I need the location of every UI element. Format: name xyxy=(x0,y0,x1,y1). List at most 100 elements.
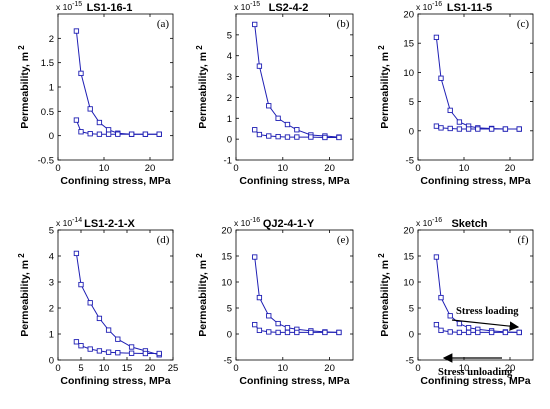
annotation-text: Stress unloading xyxy=(438,367,513,378)
panel-tag: (d) xyxy=(157,234,170,246)
series-2-point xyxy=(256,327,263,334)
x-tick-label: 10 xyxy=(99,363,110,374)
x-axis-label: Confining stress, MPa xyxy=(60,175,170,187)
panel-tag: (b) xyxy=(337,18,350,30)
series-1-point xyxy=(266,103,272,109)
y-tick-label: 0 xyxy=(49,131,54,142)
x-tick-label: 0 xyxy=(415,363,420,374)
series-2-point xyxy=(115,350,121,356)
annotation-text: Stress loading xyxy=(456,306,519,317)
y-tick-label: 5 xyxy=(49,226,54,237)
series-1-point xyxy=(105,327,112,333)
axis-exponent: x 10-15 xyxy=(56,1,82,12)
y-axis-label: Permeability, m 2 xyxy=(377,253,391,337)
chart-title: LS1-2-1-X xyxy=(84,218,135,230)
y-tick-label: -1 xyxy=(224,156,232,167)
series-2-point xyxy=(447,125,453,132)
y-tick-label: -5 xyxy=(224,356,232,367)
y-tick-label: -5 xyxy=(406,156,414,167)
series-1-point xyxy=(465,325,472,331)
y-tick-label: 2 xyxy=(49,304,54,315)
series-2-point xyxy=(308,329,314,336)
axis-exponent: x 10-15 xyxy=(234,1,260,12)
series-1-point xyxy=(96,315,103,322)
y-tick-label: 10 xyxy=(403,68,414,79)
series-1-point xyxy=(73,250,80,257)
chart-title: LS2-4-2 xyxy=(269,2,309,14)
x-tick-label: 20 xyxy=(145,363,156,374)
series-2-point xyxy=(322,134,328,141)
panel-tag: (e) xyxy=(337,234,350,246)
plot-frame xyxy=(235,229,354,361)
series-2-point xyxy=(465,329,472,336)
x-axis-label: Confining stress, MPa xyxy=(60,375,170,387)
series-2-point xyxy=(516,126,522,132)
series-1-line xyxy=(254,256,340,333)
series-1-point xyxy=(438,75,444,81)
x-tick-label: 0 xyxy=(415,163,420,174)
series-2-point xyxy=(336,329,342,336)
x-tick-label: 0 xyxy=(233,363,238,374)
series-1-line xyxy=(435,37,520,130)
series-2-point xyxy=(275,133,281,140)
y-tick-label: 5 xyxy=(227,30,232,41)
y-tick-label: 4 xyxy=(49,252,54,263)
x-axis-label: Confining stress, MPa xyxy=(420,175,530,187)
x-tick-label: 20 xyxy=(324,163,335,174)
series-1-point xyxy=(284,325,291,331)
y-axis-label: Permeability, m 2 xyxy=(17,45,31,129)
series-2-point xyxy=(502,329,509,336)
series-2-point xyxy=(128,350,135,356)
x-tick-label: 20 xyxy=(324,363,335,374)
series-2-point xyxy=(447,329,453,335)
y-tick-label: 10 xyxy=(221,278,232,289)
series-2-point xyxy=(284,134,291,140)
series-2-point xyxy=(105,131,112,137)
series-2-point xyxy=(156,131,162,137)
y-tick-label: 2 xyxy=(227,93,232,104)
series-2-point xyxy=(87,131,93,137)
x-tick-label: 0 xyxy=(55,163,60,174)
y-tick-label: 20 xyxy=(403,10,414,21)
x-axis-label: Confining stress, MPa xyxy=(239,375,349,387)
series-1-point xyxy=(266,313,272,319)
plot-frame xyxy=(417,13,534,161)
series-2-point xyxy=(78,343,84,349)
plot-frame xyxy=(57,229,174,361)
y-tick-label: 5 xyxy=(409,304,414,315)
series-1-line xyxy=(435,256,520,333)
series-1-point xyxy=(252,254,258,260)
chart-title: LS1-16-1 xyxy=(87,2,133,14)
series-2-point xyxy=(475,329,481,336)
axis-exponent: x 10-16 xyxy=(416,1,442,12)
series-2-point xyxy=(336,134,342,141)
x-tick-label: 20 xyxy=(145,163,156,174)
series-2-point xyxy=(96,131,103,137)
series-2-point xyxy=(73,117,80,123)
y-tick-label: 0 xyxy=(227,330,232,341)
series-2-point xyxy=(275,329,281,336)
series-2-point xyxy=(433,321,440,328)
x-tick-label: 5 xyxy=(78,363,83,374)
y-tick-label: -5 xyxy=(406,356,414,367)
series-1-point xyxy=(275,115,281,121)
series-1-point xyxy=(128,344,135,350)
series-2-point xyxy=(156,350,162,357)
chart-title: Sketch xyxy=(451,218,487,230)
x-axis-label: Confining stress, MPa xyxy=(420,375,530,387)
y-tick-label: 1.5 xyxy=(41,58,54,69)
x-tick-label: 10 xyxy=(99,163,110,174)
y-tick-label: 0.5 xyxy=(41,107,54,118)
series-1-line xyxy=(75,30,160,135)
series-2-point xyxy=(488,126,495,132)
series-2-point xyxy=(488,329,495,336)
plot-frame xyxy=(235,13,354,161)
series-1-point xyxy=(87,300,93,306)
series-1-line xyxy=(254,24,340,138)
y-tick-label: 15 xyxy=(221,252,232,263)
series-2-point xyxy=(465,126,472,132)
series-2-point xyxy=(308,134,314,140)
series-2-point xyxy=(115,131,121,137)
